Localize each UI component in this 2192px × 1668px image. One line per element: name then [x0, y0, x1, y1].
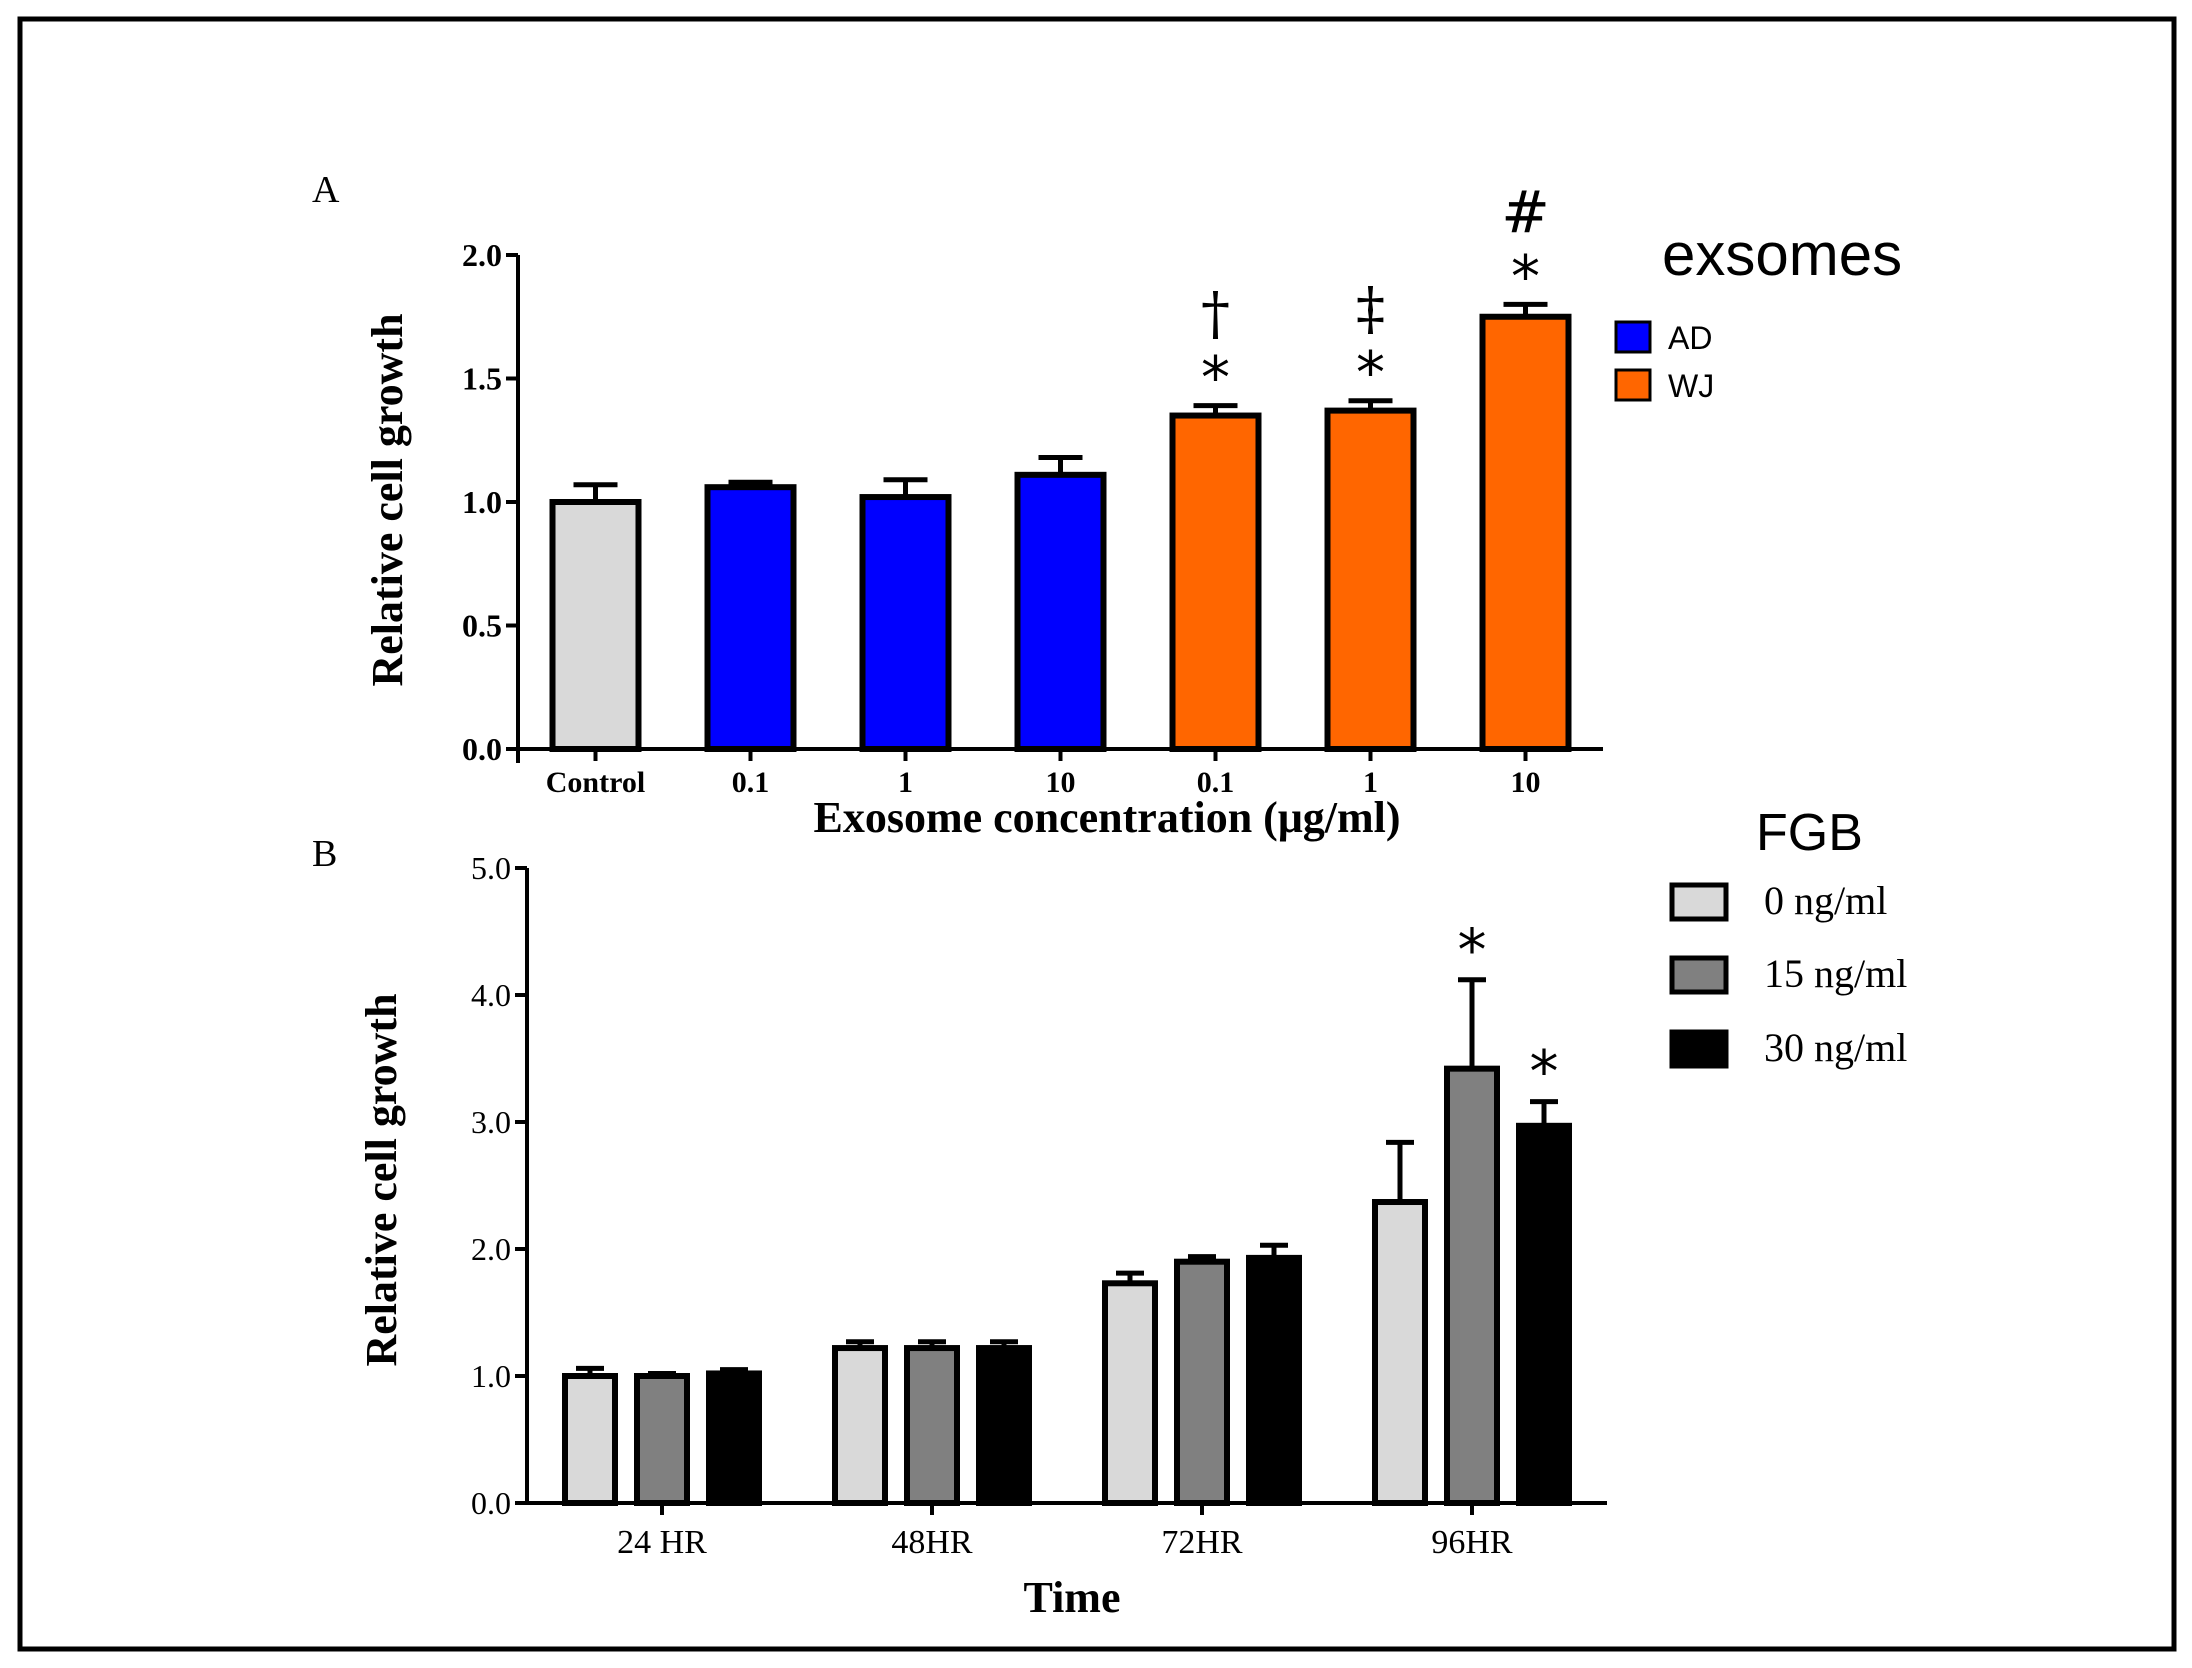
legend-swatch-15ng — [1669, 955, 1729, 995]
panel-a-significance-asterisk: * — [1356, 339, 1385, 407]
panel-b-bar — [1246, 1254, 1302, 1507]
panel-a-y-tick-label: 1.0 — [462, 484, 502, 520]
panel-b-bar — [562, 1373, 618, 1506]
panel-a-bar — [704, 484, 797, 752]
legend-label-ad: AD — [1668, 320, 1712, 356]
panel-b-label: B — [312, 833, 337, 875]
panel-a-y-tick-label: 0.5 — [462, 608, 502, 644]
panel-a-x-tick-label: Control — [546, 766, 645, 799]
panel-b-x-tick-label: 72HR — [1161, 1524, 1243, 1561]
panel-b-bar — [1444, 1065, 1500, 1507]
legend-swatch-30ng — [1669, 1029, 1729, 1069]
panel-b-bar — [1372, 1199, 1428, 1506]
legend-label-wj: WJ — [1668, 368, 1714, 404]
panel-b-y-tick-label: 2.0 — [471, 1231, 511, 1267]
panel-a-significance-mark: ‡ — [1356, 275, 1385, 343]
panel-a-significance-mark: # — [1501, 178, 1550, 246]
panel-a-y-tick-label: 2.0 — [462, 237, 502, 273]
panel-b-y-tick-label: 1.0 — [471, 1358, 511, 1394]
panel-a-legend-title: exsomes — [1662, 221, 1902, 288]
legend-swatch-wj — [1614, 368, 1652, 402]
panel-a-bar — [1014, 471, 1107, 752]
panel-b-bar — [1174, 1258, 1230, 1506]
panel-b-x-tick-label: 48HR — [891, 1524, 973, 1561]
legend-label-0ng: 0 ng/ml — [1764, 878, 1887, 923]
panel-a-x-tick-label: 1 — [898, 766, 913, 799]
panel-b-significance-asterisk: * — [1530, 1038, 1559, 1106]
panel-a-x-axis-title: Exosome concentration (μg/ml) — [813, 793, 1400, 842]
panel-b-y-tick-label: 5.0 — [471, 850, 511, 886]
panel-b-bar — [1516, 1122, 1572, 1507]
panel-b: B Relative cell growth Time FGB 0 ng/ml … — [312, 804, 1907, 1622]
panel-b-y-axis-title: Relative cell growth — [357, 993, 406, 1366]
panel-a-bar — [1169, 412, 1262, 752]
panel-a-x-tick-label: 1 — [1363, 766, 1378, 799]
panel-b-bar — [904, 1345, 960, 1507]
panel-a-y-axis-title: Relative cell growth — [363, 313, 412, 686]
panel-b-legend-title: FGB — [1756, 804, 1863, 862]
panel-a-bar — [1479, 313, 1572, 752]
panel-b-significance-asterisk: * — [1458, 916, 1487, 984]
panel-a-x-tick-label: 10 — [1511, 766, 1541, 799]
panel-a-x-tick-label: 10 — [1046, 766, 1076, 799]
panel-a-significance-asterisk: * — [1201, 344, 1230, 412]
panel-a: A Relative cell growth Exosome concentra… — [312, 169, 1902, 842]
panel-a-y-tick-label: 0.0 — [462, 731, 502, 767]
panel-b-x-axis-title: Time — [1024, 1573, 1121, 1622]
panel-b-bar — [706, 1370, 762, 1506]
legend-label-15ng: 15 ng/ml — [1764, 951, 1907, 996]
panel-b-bar — [1102, 1280, 1158, 1507]
panel-b-bar — [976, 1345, 1032, 1507]
panel-b-y-tick-label: 4.0 — [471, 977, 511, 1013]
panel-a-bar — [549, 499, 642, 752]
panel-a-y-tick-label: 1.5 — [462, 361, 502, 397]
panel-b-x-tick-label: 96HR — [1431, 1524, 1513, 1561]
panel-b-bar — [634, 1373, 690, 1506]
panel-a-significance-asterisk: * — [1511, 242, 1540, 310]
legend-swatch-0ng — [1669, 882, 1729, 922]
panel-b-x-tick-label: 24 HR — [617, 1524, 707, 1561]
panel-b-y-tick-label: 3.0 — [471, 1104, 511, 1140]
panel-a-x-tick-label: 0.1 — [1197, 766, 1235, 799]
panel-a-bar — [859, 494, 952, 752]
panel-a-x-tick-label: 0.1 — [732, 766, 770, 799]
panel-b-bar — [832, 1345, 888, 1507]
figure-border — [17, 16, 2177, 1652]
panel-a-bar — [1324, 407, 1417, 752]
panel-b-y-tick-label: 0.0 — [471, 1485, 511, 1521]
panel-a-label: A — [312, 169, 340, 211]
legend-label-30ng: 30 ng/ml — [1764, 1025, 1907, 1070]
panel-a-significance-mark: † — [1201, 280, 1230, 348]
legend-swatch-ad — [1614, 320, 1652, 354]
